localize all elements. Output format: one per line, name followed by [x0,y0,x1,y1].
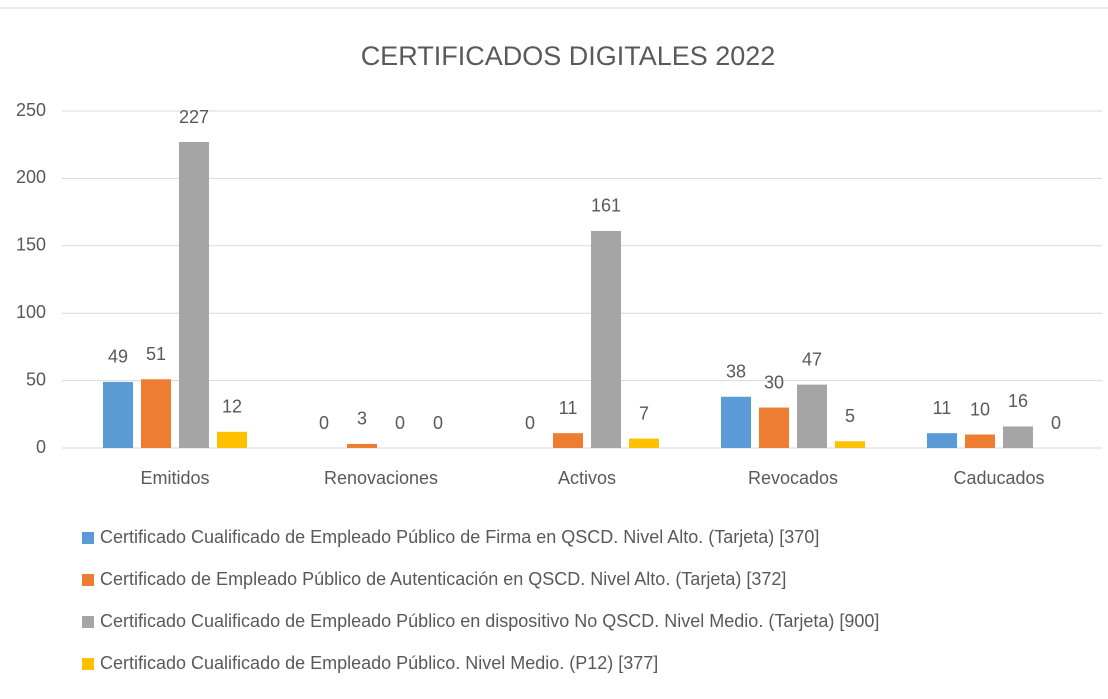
data-label: 7 [639,403,649,423]
data-label: 51 [146,344,166,364]
bar [927,433,957,448]
legend-swatch [82,616,94,628]
bar [759,407,789,448]
data-label: 0 [1051,413,1061,433]
data-label: 0 [433,413,443,433]
x-tick-label: Caducados [953,468,1044,488]
data-label: 12 [222,397,242,417]
bar [1003,426,1033,448]
legend-swatch [82,532,94,544]
data-label: 30 [764,372,784,392]
legend-label: Certificado Cualificado de Empleado Públ… [100,527,819,547]
data-label: 10 [970,399,990,419]
y-tick-label: 250 [16,100,46,120]
data-label: 0 [319,413,329,433]
legend-swatch [82,574,94,586]
legend-swatch [82,658,94,670]
bar [629,438,659,448]
bar [591,230,621,448]
chart-title: CERTIFICADOS DIGITALES 2022 [361,41,776,71]
bar [141,379,171,448]
data-label: 11 [933,398,952,418]
x-tick-label: Renovaciones [324,468,438,488]
bar [103,381,133,448]
legend-label: Certificado de Empleado Público de Auten… [100,569,786,589]
legend-label: Certificado Cualificado de Empleado Públ… [100,653,658,673]
data-label: 38 [726,362,746,382]
y-tick-label: 150 [16,235,46,255]
data-label: 47 [802,349,822,369]
data-label: 3 [357,409,367,429]
data-label: 11 [559,398,578,418]
data-label: 5 [845,406,855,426]
y-tick-label: 0 [36,437,46,457]
legend-label: Certificado Cualificado de Empleado Públ… [100,611,879,631]
bar [553,433,583,448]
x-tick-label: Revocados [748,468,838,488]
y-tick-label: 50 [26,369,46,389]
data-label: 16 [1008,391,1028,411]
data-label: 49 [108,347,128,367]
y-tick-label: 100 [16,302,46,322]
bar [721,396,751,448]
data-label: 0 [525,413,535,433]
data-label: 227 [179,107,209,127]
x-tick-label: Emitidos [140,468,209,488]
x-tick-label: Activos [558,468,616,488]
bar [797,384,827,448]
bar [965,434,995,448]
bar [835,441,865,448]
data-label: 0 [395,413,405,433]
bar [347,443,377,448]
data-label: 161 [591,196,621,216]
bar [217,431,247,448]
bar [179,142,209,448]
y-tick-label: 200 [16,167,46,187]
